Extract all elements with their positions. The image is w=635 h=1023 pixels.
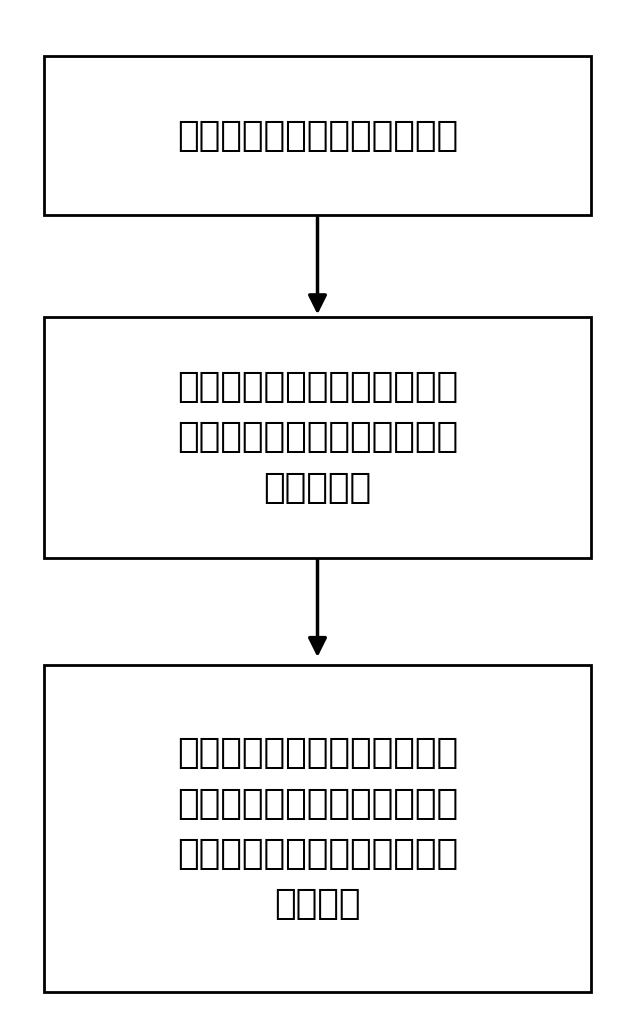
Text: 定义系统信息传输的三个阶段: 定义系统信息传输的三个阶段 (177, 119, 458, 152)
Text: 联合优化源、宿两节点的传输
速率和中继节点处的功率分割
比例，从而最大化系统公平性
容量效用: 联合优化源、宿两节点的传输 速率和中继节点处的功率分割 比例，从而最大化系统公平… (177, 737, 458, 921)
Text: 根据各阶段的信道链路状态计
算消耗的能量和可达传输速率
的约束条件: 根据各阶段的信道链路状态计 算消耗的能量和可达传输速率 的约束条件 (177, 370, 458, 504)
FancyBboxPatch shape (44, 56, 591, 215)
FancyBboxPatch shape (44, 665, 591, 992)
FancyBboxPatch shape (44, 317, 591, 558)
